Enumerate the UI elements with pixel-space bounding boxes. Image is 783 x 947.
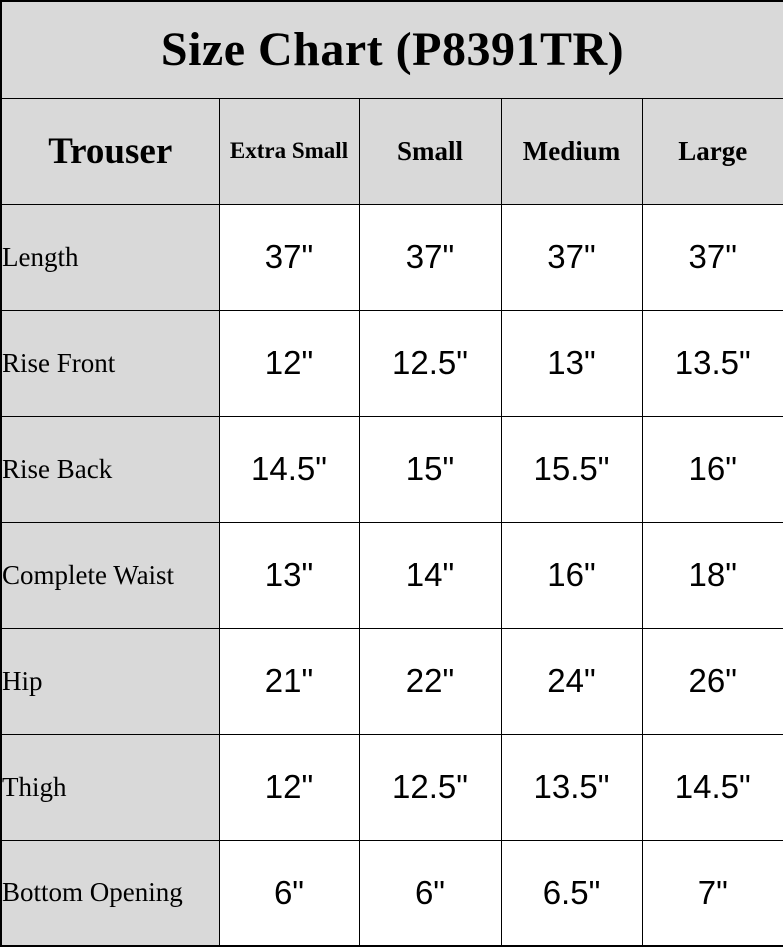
- value-cell: 16": [500, 521, 643, 629]
- value-cell: 13": [218, 521, 360, 629]
- value-cell: 12": [218, 733, 360, 841]
- column-header-extra-small: Extra Small: [218, 97, 360, 205]
- row-label: Complete Waist: [0, 521, 220, 629]
- value-cell: 14.5": [641, 733, 783, 841]
- row-label: Rise Front: [0, 309, 220, 417]
- value-cell: 15": [358, 415, 502, 523]
- value-cell: 7": [641, 839, 783, 947]
- value-cell: 6": [358, 839, 502, 947]
- value-cell: 37": [358, 203, 502, 311]
- value-cell: 21": [218, 627, 360, 735]
- header-row: Trouser Extra Small Small Medium Large: [0, 97, 783, 205]
- value-cell: 13.5": [500, 733, 643, 841]
- value-cell: 6": [218, 839, 360, 947]
- chart-title: Size Chart (P8391TR): [0, 0, 783, 99]
- value-cell: 13": [500, 309, 643, 417]
- column-header-large: Large: [641, 97, 783, 205]
- value-cell: 12": [218, 309, 360, 417]
- table-row: Thigh 12" 12.5" 13.5" 14.5": [0, 733, 783, 841]
- table-row: Hip 21" 22" 24" 26": [0, 627, 783, 735]
- size-table-body: Length 37" 37" 37" 37" Rise Front 12" 12.5" 13" 1…: [0, 203, 783, 947]
- value-cell: 12.5": [358, 733, 502, 841]
- table-row: Complete Waist 13" 14" 16" 18": [0, 521, 783, 629]
- row-label: Hip: [0, 627, 220, 735]
- column-header-medium: Medium: [500, 97, 643, 205]
- value-cell: 14": [358, 521, 502, 629]
- value-cell: 37": [218, 203, 360, 311]
- value-cell: 24": [500, 627, 643, 735]
- value-cell: 6.5": [500, 839, 643, 947]
- title-row: Size Chart (P8391TR): [0, 0, 783, 99]
- value-cell: 14.5": [218, 415, 360, 523]
- row-label: Bottom Opening: [0, 839, 220, 947]
- value-cell: 26": [641, 627, 783, 735]
- table-row: Rise Back 14.5" 15" 15.5" 16": [0, 415, 783, 523]
- row-label: Length: [0, 203, 220, 311]
- table-row: Bottom Opening 6" 6" 6.5" 7": [0, 839, 783, 947]
- column-header-small: Small: [358, 97, 502, 205]
- table-row: Length 37" 37" 37" 37": [0, 203, 783, 311]
- value-cell: 18": [641, 521, 783, 629]
- value-cell: 13.5": [641, 309, 783, 417]
- value-cell: 16": [641, 415, 783, 523]
- value-cell: 37": [641, 203, 783, 311]
- value-cell: 12.5": [358, 309, 502, 417]
- row-label: Rise Back: [0, 415, 220, 523]
- row-label: Thigh: [0, 733, 220, 841]
- value-cell: 37": [500, 203, 643, 311]
- value-cell: 22": [358, 627, 502, 735]
- table-row: Rise Front 12" 12.5" 13" 13.5": [0, 309, 783, 417]
- column-header-trouser: Trouser: [0, 97, 220, 205]
- value-cell: 15.5": [500, 415, 643, 523]
